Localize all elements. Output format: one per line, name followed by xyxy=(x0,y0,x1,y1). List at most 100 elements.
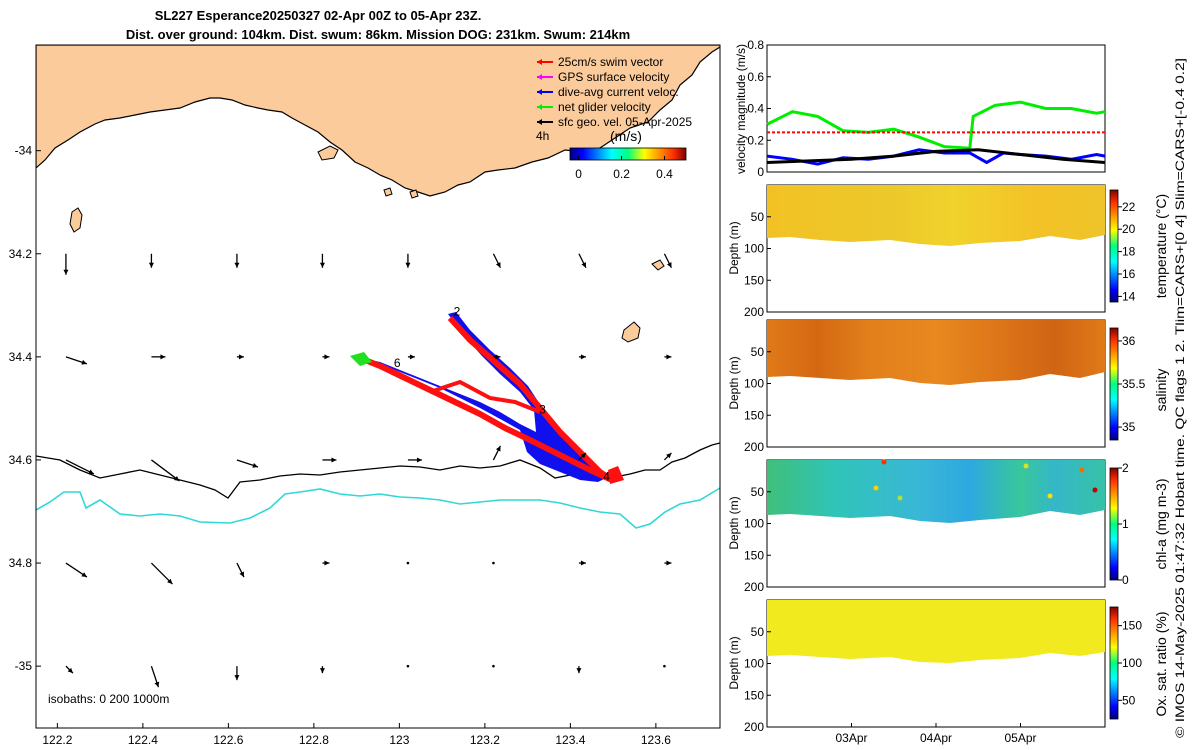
depth-y-tick-label: 150 xyxy=(744,273,764,287)
chl-point xyxy=(1079,467,1085,473)
vector-head xyxy=(67,667,73,674)
vector-head xyxy=(81,572,87,578)
speed-colorbar-tick-label: 0.4 xyxy=(656,167,673,181)
chart-title-line1: SL227 Esperance20250327 02-Apr 00Z to 05… xyxy=(155,8,482,23)
island xyxy=(651,259,665,271)
map-y-tick-label: -35 xyxy=(15,659,33,673)
vector-head xyxy=(160,354,166,360)
legend-time-label: 4h xyxy=(536,129,549,143)
chlorophyll-colorbar-label: chl-a (mg m-3) xyxy=(1153,478,1169,569)
vector-head xyxy=(495,354,501,360)
geo-velocity-vector xyxy=(148,253,154,268)
geo-velocity-vector xyxy=(234,253,240,268)
speed-colorbar-tick-label: 0.2 xyxy=(613,167,630,181)
velocity-y-tick-label: 0.4 xyxy=(747,102,764,116)
depth-y-tick-label: 50 xyxy=(751,345,765,359)
velocity-y-tick-label: 0 xyxy=(757,165,764,179)
vector-head xyxy=(234,675,240,681)
map-y-tick-label: 34.4 xyxy=(9,350,33,364)
vector-head xyxy=(252,463,258,468)
oxygen-panel: 50 100 150 200 03Apr 04Apr 05Apr Depth (m) 50… xyxy=(727,599,1169,745)
velocity-series-line xyxy=(766,100,1106,150)
island xyxy=(409,189,419,199)
vector-head xyxy=(580,452,586,459)
geo-velocity-vector xyxy=(322,457,337,463)
vector-head xyxy=(238,354,244,360)
depth-y-tick-label: 100 xyxy=(744,377,764,391)
geostrophic-vector-layer xyxy=(63,253,673,688)
time-x-tick-label: 05Apr xyxy=(1004,731,1036,745)
depth-y-tick-label: 50 xyxy=(751,210,765,224)
velocity-ylabel: velocity magnitude (m/s) xyxy=(734,44,748,174)
chl-point xyxy=(873,485,879,491)
chart-title-line2: Dist. over ground: 104km. Dist. swum: 86… xyxy=(126,27,630,42)
depth-y-tick-label: 100 xyxy=(744,242,764,256)
geo-velocity-vector xyxy=(406,664,410,668)
oxygen-x-axis: 03Apr 04Apr 05Apr xyxy=(835,723,1037,745)
colorbar-tick-label: 20 xyxy=(1122,222,1136,236)
depth-y-tick-label: 150 xyxy=(744,548,764,562)
colorbar-tick-label: 36 xyxy=(1122,334,1136,348)
colorbar-tick-label: 50 xyxy=(1122,693,1136,707)
vector-head xyxy=(148,262,154,268)
legend-label: dive-avg current veloc. xyxy=(558,85,679,99)
geo-velocity-vector xyxy=(664,354,672,360)
vector-shaft xyxy=(65,459,95,475)
geo-velocity-vector xyxy=(65,562,88,578)
geo-velocity-vector xyxy=(578,452,587,461)
vector-dot xyxy=(406,561,410,565)
colorbar-tick-label: 2 xyxy=(1122,461,1129,475)
vector-head xyxy=(495,262,501,268)
island xyxy=(383,187,393,197)
track-marker-label: 4 xyxy=(603,470,610,484)
map-y-tick-label: 34.8 xyxy=(9,556,33,570)
vector-head xyxy=(409,354,415,360)
colorbar-tick-label: 35 xyxy=(1122,420,1136,434)
temperature-y-axis: 50 100 150 200 xyxy=(744,210,771,319)
vector-head xyxy=(167,578,173,585)
colorbar-tick-label: 22 xyxy=(1122,200,1136,214)
temperature-colorbar-ticks: 14 16 18 20 22 xyxy=(1118,200,1136,303)
salinity-ylabel: Depth (m) xyxy=(727,356,741,409)
colorbar-tick-label: 14 xyxy=(1122,289,1136,303)
vector-head xyxy=(576,668,582,674)
chl-point xyxy=(897,495,903,501)
velocity-series-line xyxy=(766,148,1106,164)
depth-y-tick-label: 200 xyxy=(744,720,764,734)
depth-y-tick-label: 50 xyxy=(751,625,765,639)
geo-velocity-vector xyxy=(492,561,495,565)
vector-head xyxy=(154,681,160,688)
colorbar-tick-label: 16 xyxy=(1122,267,1136,281)
vector-dot xyxy=(492,561,495,565)
isobath-label: isobaths: 0 200 1000m xyxy=(48,692,169,706)
map-x-axis: 122.2 122.4 122.6 122.8 123 123.2 123.4 123.6 xyxy=(42,723,671,747)
geo-velocity-vector xyxy=(319,666,325,674)
depth-y-tick-label: 100 xyxy=(744,657,764,671)
vector-head xyxy=(81,359,87,365)
temperature-colorbar-label: temperature (°C) xyxy=(1153,194,1169,298)
depth-y-tick-label: 50 xyxy=(751,485,765,499)
speed-colorbar-ticks: 0 0.2 0.4 xyxy=(575,156,673,181)
legend-arrowhead xyxy=(537,89,542,95)
oxygen-y-axis: 50 100 150 200 xyxy=(744,625,771,734)
vector-head xyxy=(666,452,672,459)
oxygen-ylabel: Depth (m) xyxy=(727,636,741,689)
map-y-axis: -34 34.2 34.4 34.6 34.8 -35 xyxy=(9,144,41,673)
vector-head xyxy=(63,269,69,275)
vector-head xyxy=(581,262,586,268)
temperature-ylabel: Depth (m) xyxy=(727,221,741,274)
track-marker-label: 6 xyxy=(394,356,401,370)
track-marker-layer: 2 3 4 6 xyxy=(394,305,610,484)
geo-velocity-vector xyxy=(406,561,410,565)
geo-velocity-vector xyxy=(150,562,173,585)
vector-head xyxy=(580,354,586,360)
geo-velocity-vector xyxy=(319,253,325,268)
vector-head xyxy=(319,262,325,268)
geo-velocity-vector xyxy=(150,665,160,688)
vector-head xyxy=(173,475,180,481)
geo-velocity-vector xyxy=(578,560,586,566)
track-marker-label: 3 xyxy=(539,403,546,417)
temperature-colorbar xyxy=(1109,189,1119,303)
geo-velocity-vector xyxy=(576,666,582,674)
